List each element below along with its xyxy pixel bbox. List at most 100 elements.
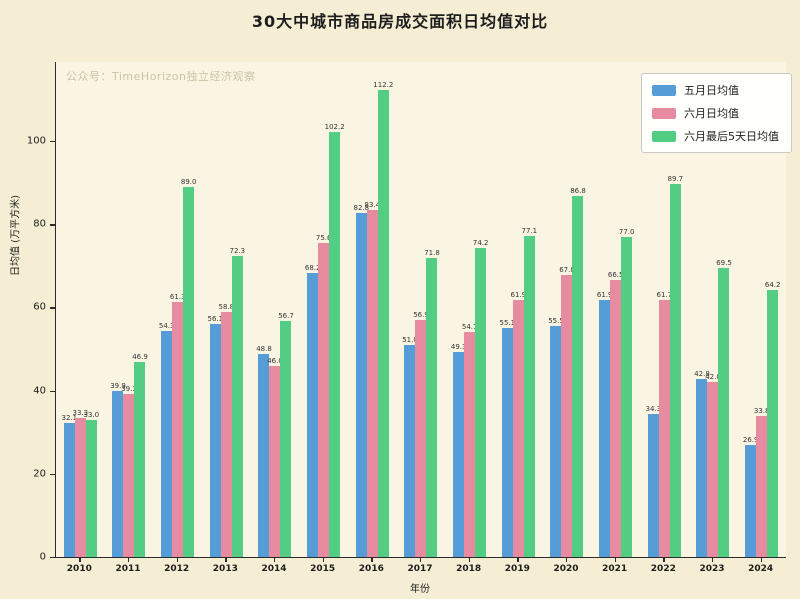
x-tick-label: 2017: [407, 564, 433, 574]
bar-rect: [501, 327, 513, 557]
bar-group-2023: 42.8 42.0 69.5: [689, 62, 738, 557]
bar-rect: [85, 419, 97, 557]
bar-value-label: 112.2: [373, 81, 394, 90]
legend-swatch-june: [652, 107, 676, 119]
x-tick-mark: [760, 558, 763, 562]
y-tick-label: 100: [26, 135, 46, 147]
bar-rect: [161, 331, 173, 557]
bar-value-label: 51.0: [402, 335, 418, 344]
bar-rect: [231, 256, 243, 557]
bar-rect: [669, 183, 681, 557]
bar-2016: 82.8: [354, 204, 369, 557]
x-tick-label: 2018: [456, 564, 482, 574]
x-tick-label: 2019: [504, 564, 530, 574]
bar-rect: [696, 378, 708, 557]
x-tick-mark: [176, 558, 179, 562]
bar-2021: 61.9: [597, 291, 612, 557]
bar-2011: 46.9: [132, 353, 148, 557]
bar-rect: [523, 236, 535, 557]
bar-2014: 48.8: [256, 345, 272, 557]
bar-rect: [74, 418, 86, 557]
bar-value-label: 39.3: [121, 384, 137, 393]
x-tick-mark: [517, 558, 519, 562]
bar-value-label: 26.9: [742, 436, 759, 445]
bar-group-2013: 56.1 58.8 72.3: [202, 62, 251, 557]
bar-rect: [426, 258, 438, 557]
bar-2011: 39.9: [110, 382, 126, 557]
bar-rect: [453, 351, 465, 557]
x-tick-2015: 2015: [298, 557, 347, 574]
bar-value-label: 67.8: [559, 265, 575, 274]
bar-value-label: 68.2: [304, 264, 321, 273]
y-tick-mark: [50, 307, 55, 309]
bar-2016: 112.2: [373, 81, 393, 557]
y-tick-mark: [50, 141, 55, 143]
x-tick-2016: 2016: [347, 557, 396, 574]
bar-value-label: 77.0: [618, 227, 635, 236]
x-tick-2012: 2012: [152, 557, 201, 574]
bar-2024: 26.9: [743, 436, 758, 557]
bar-value-label: 48.8: [256, 345, 272, 354]
bar-rect: [475, 248, 487, 557]
bar-2020: 55.5: [548, 317, 564, 557]
x-tick-2011: 2011: [104, 557, 153, 574]
bar-group-2020: 55.5 67.8 86.8: [543, 62, 592, 557]
bar-value-label: 58.8: [218, 303, 235, 312]
bar-2017: 56.9: [413, 311, 429, 557]
bar-value-label: 54.1: [461, 322, 478, 331]
bar-2014: 46.0: [267, 357, 283, 557]
bar-rect: [561, 274, 573, 557]
bar-2015: 102.2: [325, 123, 345, 557]
x-tick-mark: [565, 558, 568, 562]
bar-2013: 58.8: [219, 303, 234, 557]
bar-value-label: 46.9: [132, 352, 148, 361]
y-tick-mark: [50, 224, 55, 226]
x-tick-label: 2024: [748, 564, 774, 574]
bar-rect: [415, 320, 427, 557]
bar-rect: [134, 361, 146, 557]
bar-rect: [464, 331, 476, 557]
bar-group-2012: 54.3 61.3 89.0: [153, 62, 202, 557]
x-tick-label: 2023: [699, 564, 725, 574]
bar-group-2022: 34.3 61.7 89.7: [640, 62, 689, 557]
bar-rect: [366, 210, 378, 557]
y-tick-label: 60: [33, 301, 46, 313]
bar-rect: [745, 445, 757, 557]
bar-value-label: 61.7: [656, 291, 673, 300]
bar-group-2017: 51.0 56.9 71.8: [397, 62, 446, 557]
bar-2019: 55.1: [500, 319, 515, 557]
x-tick-label: 2016: [358, 564, 384, 574]
bar-rect: [220, 312, 232, 557]
bar-rect: [183, 186, 195, 557]
x-tick-label: 2015: [310, 564, 336, 574]
x-tick-mark: [468, 558, 471, 562]
bar-group-2015: 68.2 75.6 102.2: [299, 62, 348, 557]
bar-group-2016: 82.8 83.4 112.2: [348, 62, 397, 557]
legend-label-june: 六月日均值: [684, 107, 739, 120]
bar-value-label: 66.5: [607, 271, 624, 280]
bar-value-label: 74.2: [472, 239, 489, 248]
legend: 五月日均值 六月日均值 六月最后5天日均值: [641, 73, 792, 153]
bar-rect: [307, 273, 319, 557]
x-tick-2024: 2024: [736, 557, 785, 574]
legend-entry-june-last5: 六月最后5天日均值: [652, 128, 779, 144]
bar-2023: 42.0: [705, 373, 721, 557]
bar-rect: [550, 326, 562, 557]
y-tick-label: 80: [33, 218, 46, 230]
bar-group-2011: 39.9 39.3 46.9: [105, 62, 154, 557]
bar-rect: [572, 195, 584, 557]
bar-rect: [269, 365, 281, 557]
x-tick-label: 2022: [650, 564, 676, 574]
bar-value-label: 56.7: [278, 312, 294, 321]
bar-group-2019: 55.1 61.9 77.1: [494, 62, 543, 557]
bar-rect: [377, 90, 389, 557]
bar-rect: [318, 242, 330, 557]
x-tick-2021: 2021: [590, 557, 639, 574]
bar-rect: [404, 344, 416, 557]
bar-value-label: 56.1: [207, 314, 224, 323]
bar-value-label: 42.8: [694, 369, 710, 378]
x-tick-mark: [419, 558, 422, 562]
legend-entry-june: 六月日均值: [652, 105, 779, 121]
x-tick-mark: [322, 558, 325, 562]
bar-group-2010: 32.1 33.3 33.0: [56, 62, 105, 557]
